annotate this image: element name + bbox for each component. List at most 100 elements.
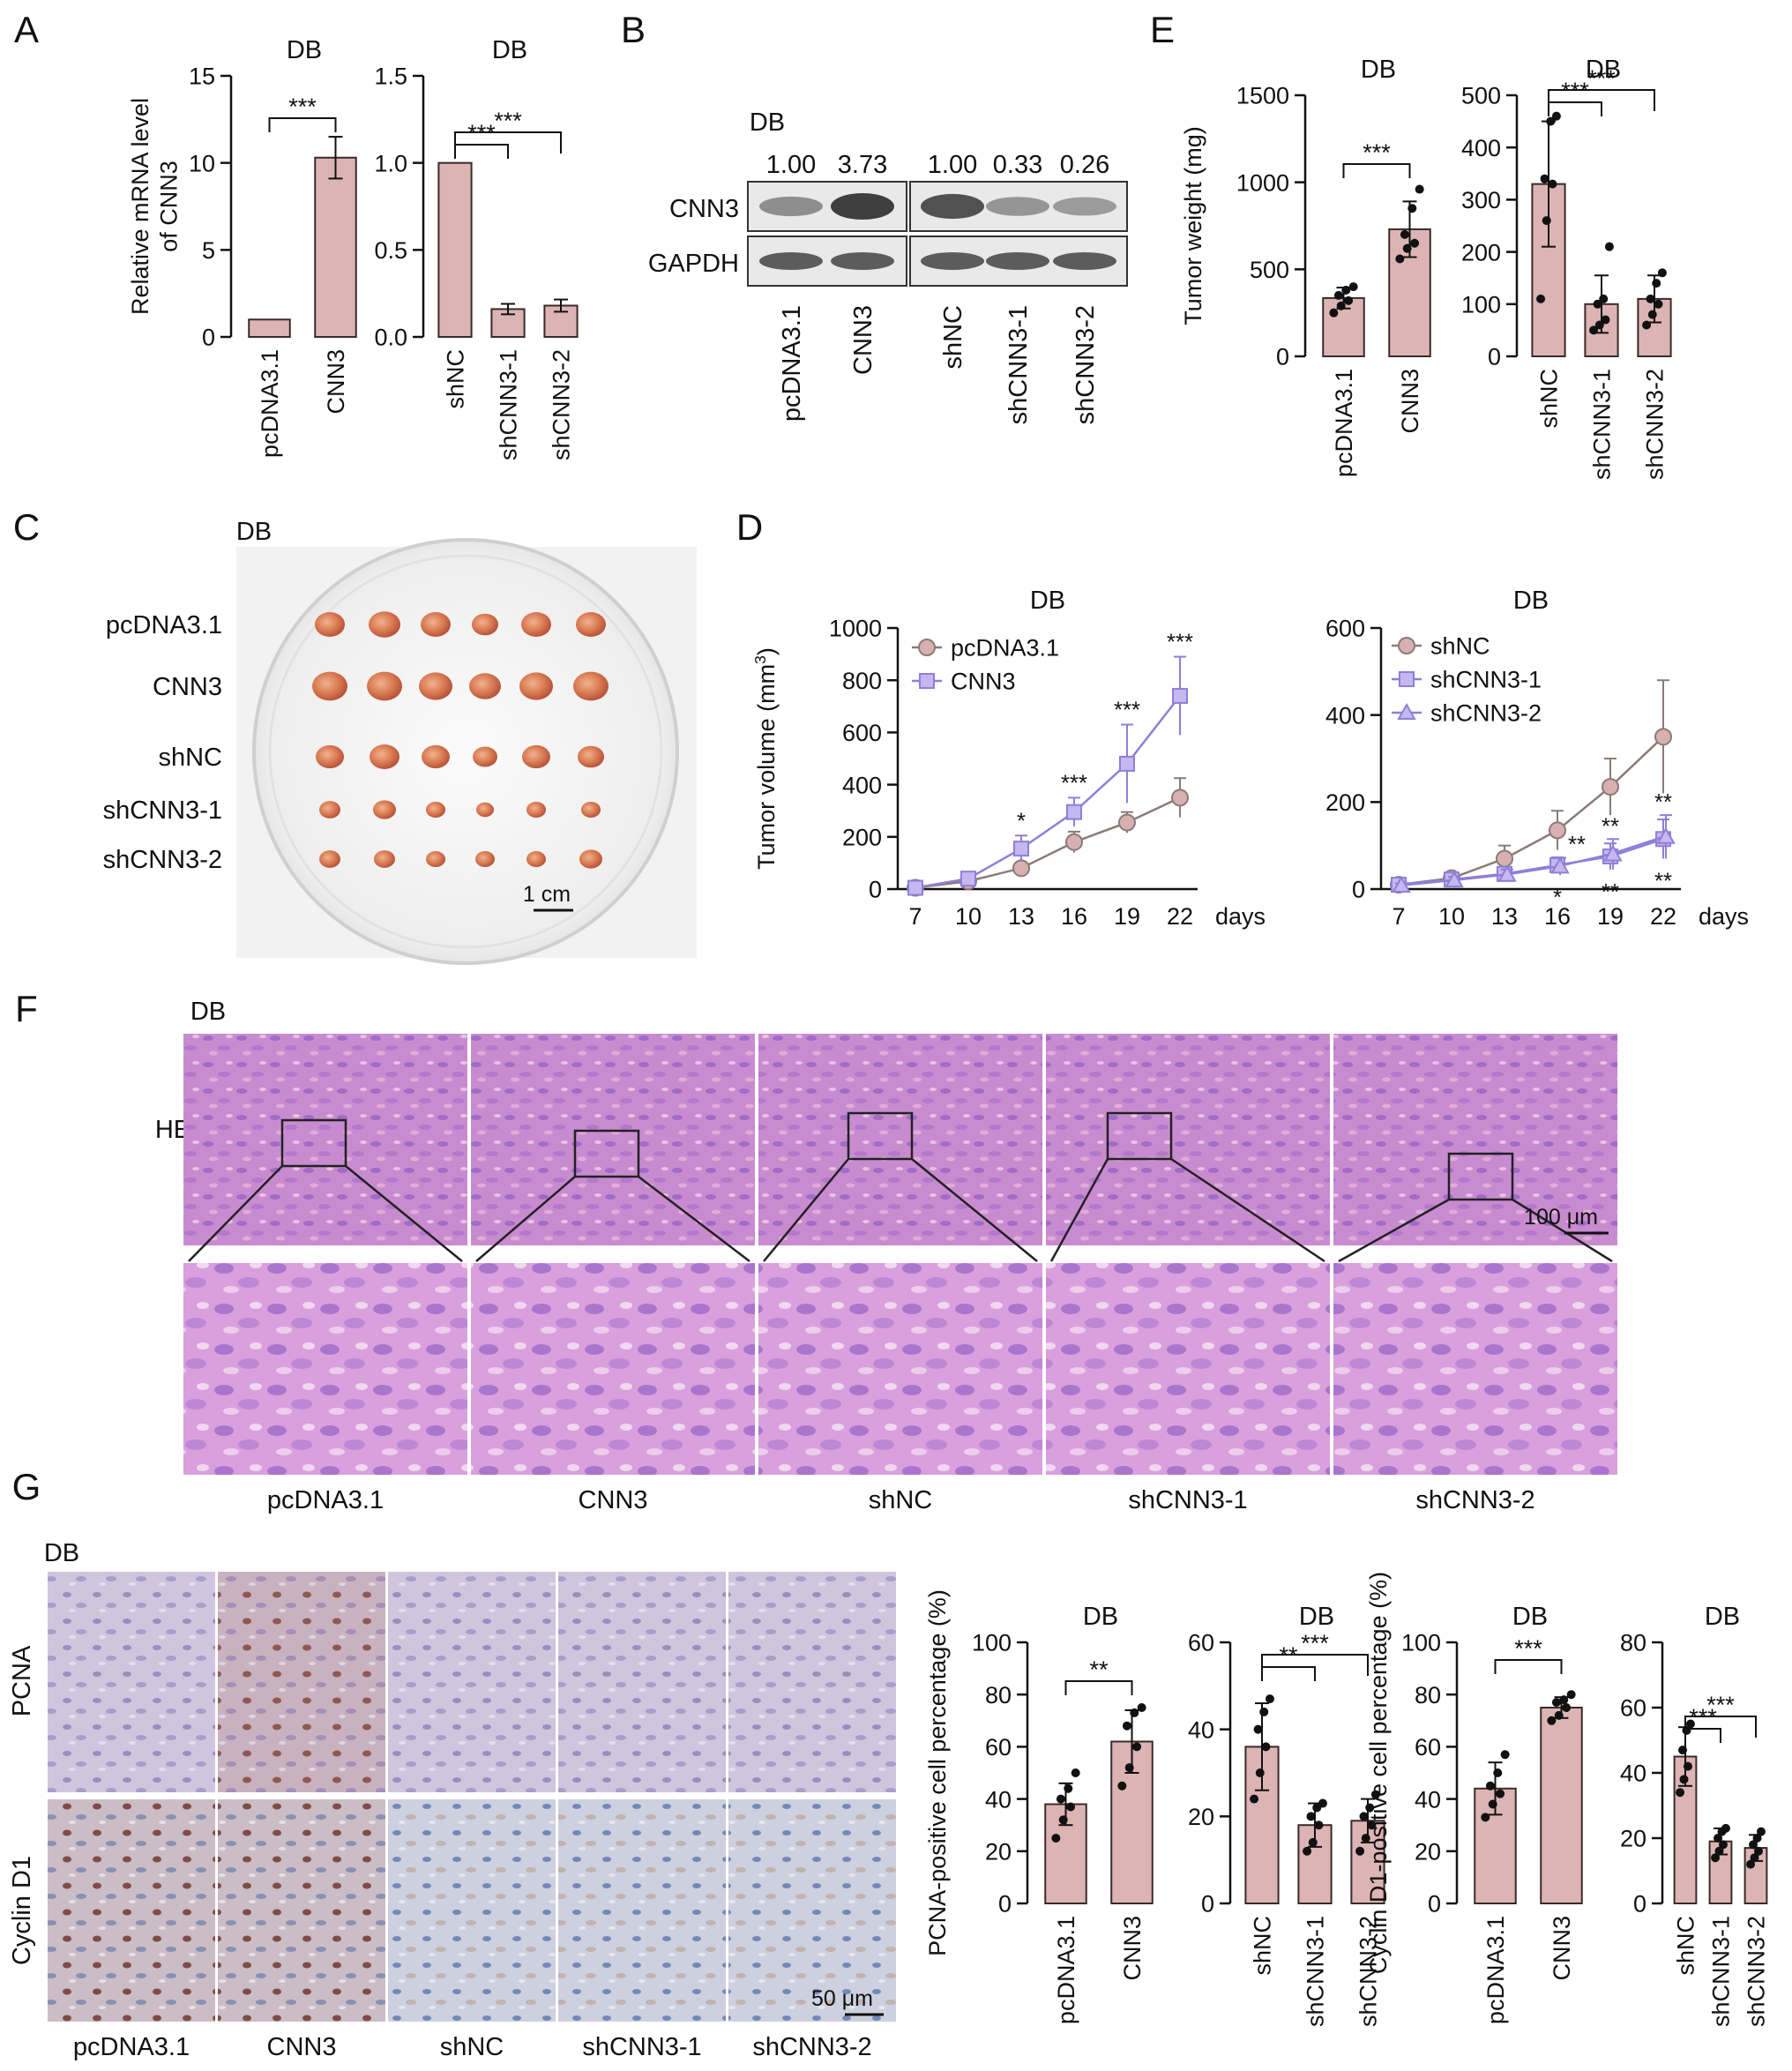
y-tick-label: 20: [1415, 1839, 1441, 1865]
significance-label: **: [1602, 814, 1619, 839]
category-label: shCNN3-2: [548, 349, 574, 460]
tumor: [315, 612, 345, 637]
legend-label: shNC: [1430, 633, 1490, 660]
x-axis-unit: days: [1699, 903, 1749, 930]
significance-label: ***: [1301, 1630, 1329, 1656]
blot-membrane: [747, 181, 907, 232]
y-tick-label: 80: [1415, 1682, 1441, 1708]
data-point: [1122, 1721, 1131, 1731]
data-point: [1746, 1859, 1756, 1869]
data-point: [1485, 1781, 1495, 1791]
data-point: [1676, 1788, 1685, 1798]
data-point: [1314, 1821, 1324, 1830]
zoom-line: [763, 1158, 849, 1262]
marker-triangle: [1656, 826, 1676, 844]
chart-title: DB: [287, 36, 322, 64]
y-axis-label: Tumor weight (mg): [1180, 126, 1206, 325]
ihc-staining: DB pcDNA3.1 CNN3 shNC shCNN3-1 shCNN3-2 PCNA Cy…: [8, 1539, 896, 2061]
zoom-line: [1049, 1158, 1109, 1262]
blot-band-gapdh: [986, 252, 1049, 270]
he-image-low: [1333, 1034, 1617, 1245]
y-tick-label: 600: [842, 720, 882, 746]
he-image-high: [183, 1263, 467, 1475]
marker-circle: [1171, 789, 1189, 807]
zoom-box: [1106, 1111, 1173, 1161]
bar: [248, 318, 291, 338]
ihc-column-label: shCNN3-1: [582, 2033, 701, 2061]
significance-label: **: [1089, 1656, 1109, 1683]
zoom-line: [475, 1176, 576, 1262]
comparison-bracket: [1684, 1716, 1757, 1738]
data-point: [1718, 1840, 1728, 1850]
line-chart-d-left: DB 0 200 400 600 800 1000 7 10 13 16 19 22 days Tumor …: [751, 587, 1266, 930]
y-tick-label: 0: [1488, 344, 1501, 370]
data-point: [1547, 1716, 1557, 1725]
y-tick-label: 40: [1620, 1761, 1646, 1787]
series-line: [1398, 835, 1664, 887]
x-tick-label: 19: [1597, 903, 1624, 930]
data-point: [1365, 1803, 1375, 1813]
y-tick-label: 400: [1461, 135, 1501, 161]
tumor: [573, 671, 609, 701]
y-tick-label: 200: [842, 825, 882, 851]
blot-ratio: 3.73: [838, 151, 887, 179]
data-point: [1593, 299, 1602, 309]
marker-square: [1119, 755, 1135, 772]
data-point: [1559, 1695, 1569, 1705]
data-point: [1329, 308, 1339, 318]
panel-letter-b: B: [621, 9, 646, 50]
significance-label: ***: [1514, 1635, 1542, 1662]
charts: DB 0 5 10 15 Relative mRNA level of CNN3 pcDNA3…: [127, 36, 1769, 2027]
data-point: [1756, 1827, 1766, 1836]
data-point: [1306, 1812, 1316, 1821]
x-tick-label: 22: [1650, 903, 1676, 930]
data-point: [1493, 1768, 1503, 1777]
data-point: [1685, 1719, 1695, 1729]
category-label: shCNN3-2: [1641, 369, 1668, 480]
tumor: [369, 611, 400, 638]
x-axis-unit: days: [1215, 903, 1266, 930]
ihc-image-pcna: [218, 1572, 385, 1792]
bar-chart-g-1: DB 0 20 40 60 80 100 PCNA-positive cell percent…: [924, 1589, 1154, 2024]
tumor: [312, 671, 347, 701]
blot-lane-label: shCNN3-2: [1071, 305, 1100, 424]
marker-circle: [1065, 833, 1083, 851]
y-tick-label: 80: [1620, 1630, 1646, 1656]
blot-band-cnn3: [921, 193, 984, 220]
data-point: [1652, 279, 1661, 288]
data-point: [1546, 116, 1556, 126]
x-tick-label: 7: [908, 903, 922, 930]
tumor: [370, 744, 399, 769]
zoom-line: [1512, 1198, 1613, 1263]
tumor: [526, 801, 546, 819]
x-tick-label: 13: [1491, 903, 1518, 930]
data-point: [1654, 299, 1663, 309]
chart-title: DB: [1361, 56, 1396, 84]
bar: [314, 156, 357, 338]
y-tick-label: 60: [1620, 1695, 1646, 1722]
tumor: [476, 802, 494, 818]
dish-row-label: shNC: [158, 744, 222, 772]
marker-triangle: [1603, 844, 1623, 862]
data-point: [1481, 1813, 1490, 1822]
data-point: [1714, 1834, 1723, 1843]
dish-row-label: pcDNA3.1: [106, 611, 222, 639]
marker-circle: [1118, 813, 1136, 832]
marker-circle: [1654, 728, 1672, 746]
data-point: [1642, 320, 1652, 330]
data-point: [1071, 1768, 1080, 1777]
panel-letter-d: D: [736, 506, 763, 548]
ihc-image-cyclin: [218, 1799, 385, 2022]
blot-lane-label: shNC: [939, 305, 967, 370]
bar: [437, 161, 473, 338]
data-point: [1601, 315, 1610, 325]
tumor: [422, 744, 450, 769]
chart-title: DB: [1705, 1603, 1740, 1631]
y-axis-label-sup: 3: [751, 655, 769, 664]
significance-label: **: [1654, 790, 1672, 815]
data-point: [1058, 1815, 1068, 1825]
comparison-bracket: [1684, 1728, 1721, 1743]
category-label: CNN3: [1549, 1916, 1575, 1981]
ihc-image-pcna: [48, 1572, 215, 1792]
